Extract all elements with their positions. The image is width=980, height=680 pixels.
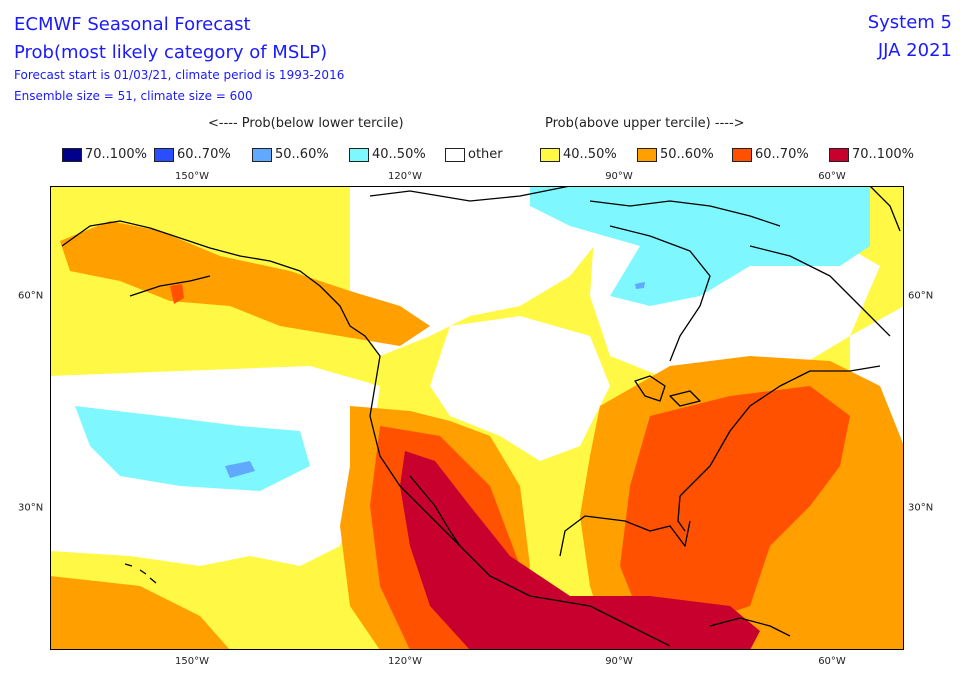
coastline-greenland: [869, 186, 901, 232]
coastline-east: [679, 365, 881, 497]
field-crimson-mexico: [400, 451, 760, 650]
coastline-cuba: [709, 617, 791, 637]
lon-label-bottom-90w: 90°W: [605, 656, 633, 667]
lon-label-bottom-120w: 120°W: [388, 656, 422, 667]
lat-label-right-30n: 30°N: [908, 502, 934, 514]
legend-item-above-60-70: 60..70%: [732, 147, 809, 162]
field-blue-pacific: [225, 461, 255, 478]
legend-label: 60..70%: [177, 147, 231, 162]
probability-fields: [50, 186, 904, 650]
legend-item-above-50-60: 50..60%: [637, 147, 714, 162]
lon-label-bottom-150w: 150°W: [175, 656, 209, 667]
legend-label: 70..100%: [852, 147, 914, 162]
legend-label: 40..50%: [372, 147, 426, 162]
field-redorange-east: [620, 386, 850, 626]
field-orange-alaska: [60, 221, 430, 346]
legend-label: 40..50%: [563, 147, 617, 162]
legend-swatch: [637, 147, 657, 162]
legend-label: other: [468, 147, 503, 162]
field-cyan-arctic: [530, 186, 870, 306]
legend-swatch: [349, 147, 369, 162]
field-blue-hudson: [635, 282, 645, 289]
lon-label-top-120w: 120°W: [388, 171, 422, 182]
lon-label-top-90w: 90°W: [605, 171, 633, 182]
legend-swatch: [154, 147, 174, 162]
color-legend: 70..100% 60..70% 50..60% 40..50% other 4…: [62, 147, 942, 165]
legend-item-below-40-50: 40..50%: [349, 147, 426, 162]
lat-label-right-60n: 60°N: [908, 290, 934, 302]
legend-swatch: [732, 147, 752, 162]
field-other-midwest: [430, 316, 610, 461]
legend-above-header: Prob(above upper tercile) ---->: [545, 116, 745, 131]
legend-item-above-70-100: 70..100%: [829, 147, 914, 162]
field-other-north: [350, 186, 610, 356]
legend-label: 60..70%: [755, 147, 809, 162]
coastline-alaska: [61, 220, 381, 387]
legend-item-below-60-70: 60..70%: [154, 147, 231, 162]
field-redorange-alaska: [170, 284, 184, 304]
coastline-baja: [409, 475, 461, 547]
legend-item-below-70-100: 70..100%: [62, 147, 147, 162]
system-label: System 5: [867, 12, 952, 33]
lat-label-left-60n: 60°N: [18, 290, 44, 302]
legend-below-header: <---- Prob(below lower tercile): [208, 116, 404, 131]
coastlines: [61, 186, 901, 647]
legend-swatch: [540, 147, 560, 162]
ensemble-size-info: Ensemble size = 51, climate size = 600: [14, 89, 253, 103]
legend-swatch: [829, 147, 849, 162]
coastline-hawaii: [124, 563, 157, 584]
legend-swatch: [62, 147, 82, 162]
coastline-florida: [677, 495, 686, 532]
legend-item-below-50-60: 50..60%: [252, 147, 329, 162]
coastline-gulf: [559, 515, 691, 557]
coastline-great-lakes: [634, 375, 701, 407]
lon-label-top-60w: 60°W: [818, 171, 846, 182]
legend-swatch: [445, 147, 465, 162]
season-label: JJA 2021: [877, 40, 952, 61]
coastline-aleutians: [129, 275, 211, 297]
field-orange-south-pacific: [50, 576, 230, 650]
coastline-arctic-islands: [369, 186, 781, 227]
lon-label-top-150w: 150°W: [175, 171, 209, 182]
map-subtitle: Prob(most likely category of MSLP): [14, 42, 328, 63]
legend-label: 70..100%: [85, 147, 147, 162]
coastline-hudson-bay: [609, 225, 711, 362]
forecast-start-info: Forecast start is 01/03/21, climate peri…: [14, 68, 345, 82]
lon-label-bottom-60w: 60°W: [818, 656, 846, 667]
forecast-map: [50, 186, 904, 650]
legend-swatch: [252, 147, 272, 162]
map-title: ECMWF Seasonal Forecast: [14, 14, 251, 35]
coastline-labrador: [749, 245, 891, 337]
legend-label: 50..60%: [660, 147, 714, 162]
map-frame: [50, 186, 904, 650]
lat-label-left-30n: 30°N: [18, 502, 44, 514]
legend-item-above-40-50: 40..50%: [540, 147, 617, 162]
legend-label: 50..60%: [275, 147, 329, 162]
legend-item-other: other: [445, 147, 503, 162]
